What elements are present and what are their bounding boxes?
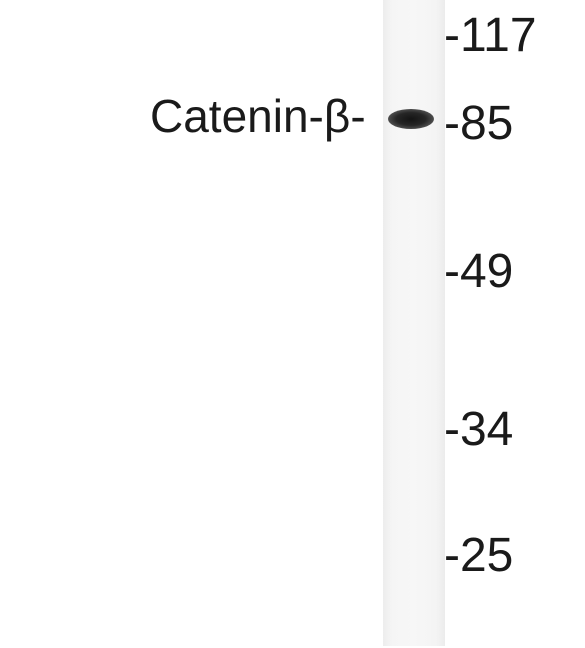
protein-band	[388, 109, 434, 129]
protein-label: Catenin-β-	[150, 90, 366, 142]
gel-lane	[383, 0, 445, 646]
marker-49: -49	[444, 245, 514, 298]
marker-34: -34	[444, 403, 514, 456]
marker-85: -85	[444, 97, 514, 150]
marker-117: -117	[444, 9, 537, 62]
marker-25: -25	[444, 529, 514, 582]
